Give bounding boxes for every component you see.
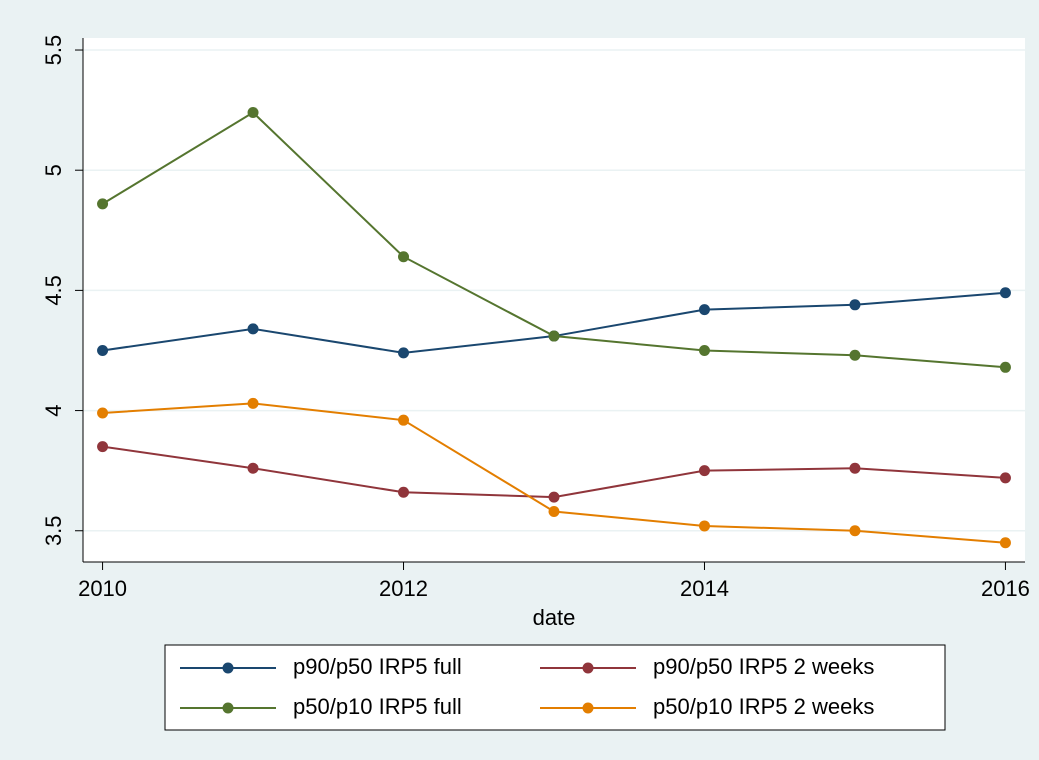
y-tick-label: 4.5	[41, 275, 66, 306]
x-tick-label: 2016	[981, 576, 1030, 601]
data-point	[999, 472, 1011, 484]
y-tick-label: 5	[41, 164, 66, 176]
data-point	[97, 407, 109, 419]
data-point	[849, 349, 861, 361]
legend-label: p50/p10 IRP5 full	[293, 694, 462, 719]
data-point	[247, 397, 259, 409]
data-point	[548, 506, 560, 518]
data-point	[247, 323, 259, 335]
x-tick-label: 2014	[680, 576, 729, 601]
data-point	[999, 361, 1011, 373]
legend-marker	[582, 662, 594, 674]
data-point	[849, 525, 861, 537]
legend-label: p50/p10 IRP5 2 weeks	[653, 694, 874, 719]
data-point	[548, 491, 560, 503]
data-point	[247, 107, 259, 119]
legend-marker	[222, 662, 234, 674]
data-point	[247, 462, 259, 474]
data-point	[97, 441, 109, 453]
y-tick-label: 3.5	[41, 515, 66, 546]
data-point	[548, 330, 560, 342]
data-point	[698, 344, 710, 356]
y-tick-label: 5.5	[41, 35, 66, 66]
data-point	[698, 304, 710, 316]
data-point	[849, 462, 861, 474]
legend-label: p90/p50 IRP5 full	[293, 654, 462, 679]
data-point	[698, 520, 710, 532]
data-point	[398, 414, 410, 426]
data-point	[398, 251, 410, 263]
plot-area	[83, 38, 1025, 562]
data-point	[999, 537, 1011, 549]
legend-marker	[582, 702, 594, 714]
data-point	[97, 198, 109, 210]
data-point	[849, 299, 861, 311]
data-point	[398, 486, 410, 498]
data-point	[97, 344, 109, 356]
legend-marker	[222, 702, 234, 714]
x-tick-label: 2012	[379, 576, 428, 601]
legend-label: p90/p50 IRP5 2 weeks	[653, 654, 874, 679]
data-point	[698, 465, 710, 477]
x-tick-label: 2010	[78, 576, 127, 601]
y-tick-label: 4	[41, 404, 66, 416]
x-axis-title: date	[533, 605, 576, 630]
legend	[164, 644, 946, 731]
data-point	[398, 347, 410, 359]
data-point	[999, 287, 1011, 299]
